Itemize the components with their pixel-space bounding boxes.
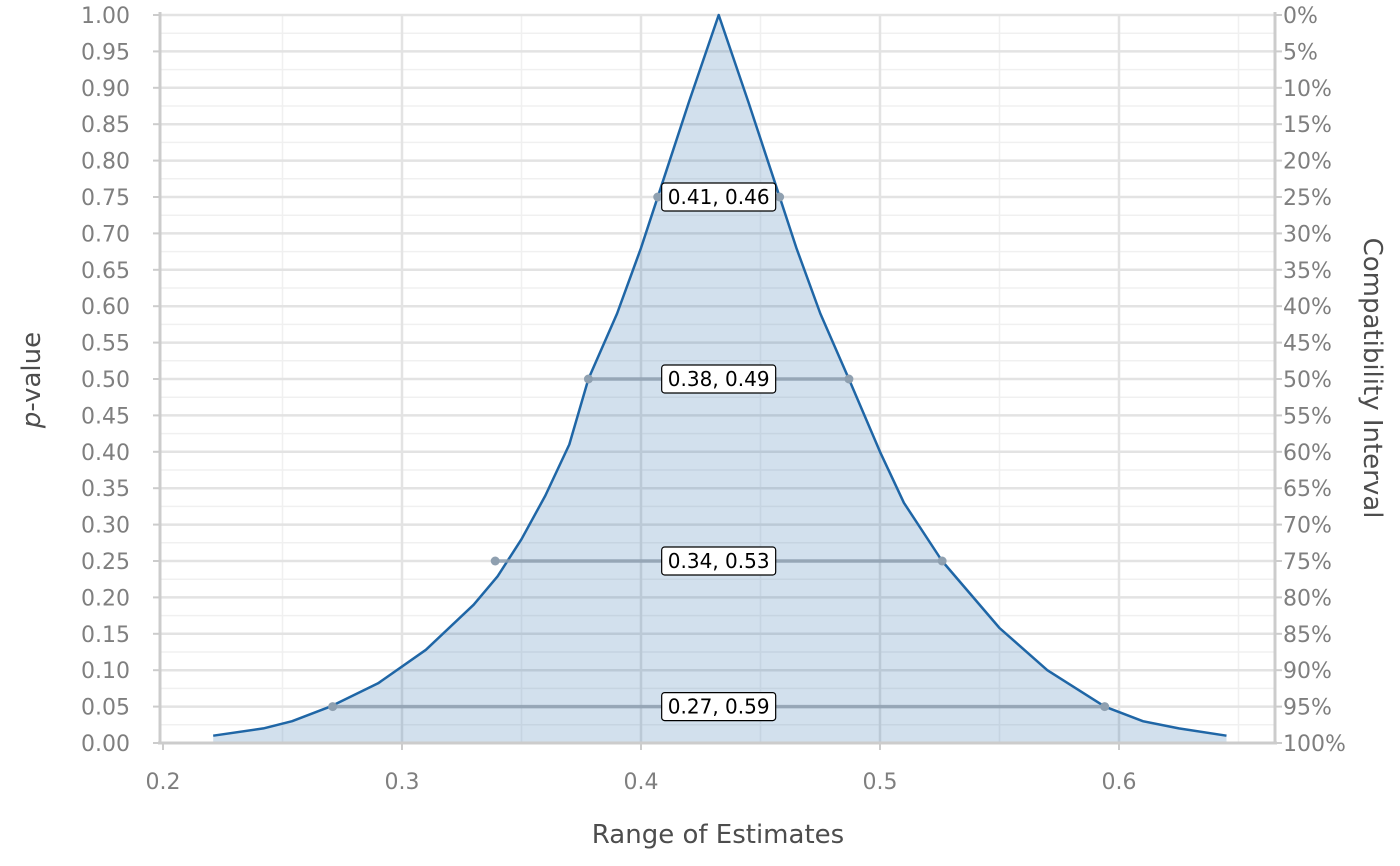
y2-tick-label: 60% xyxy=(1283,441,1332,466)
y2-tick-label: 25% xyxy=(1283,186,1332,211)
y2-tick-label: 90% xyxy=(1283,659,1332,684)
y2-tick-label: 20% xyxy=(1283,150,1332,175)
y2-tick-label: 55% xyxy=(1283,404,1332,429)
x-tick-label: 0.2 xyxy=(146,770,181,795)
y2-tick-label: 95% xyxy=(1283,696,1332,721)
y-tick-label: 0.95 xyxy=(81,40,130,65)
interval-upper-point xyxy=(1100,702,1110,712)
y-tick-label: 0.05 xyxy=(81,696,130,721)
interval-label: 0.27, 0.59 xyxy=(668,695,770,719)
x-tick-label: 0.6 xyxy=(1102,770,1137,795)
interval-lower-point xyxy=(328,702,338,712)
interval-lower-point xyxy=(653,192,663,202)
y2-tick-label: 10% xyxy=(1283,77,1332,102)
x-axis-title: Range of Estimates xyxy=(592,820,844,850)
y2-tick-label: 45% xyxy=(1283,332,1332,357)
interval-label: 0.38, 0.49 xyxy=(668,367,770,391)
x-tick-label: 0.3 xyxy=(385,770,420,795)
y2-tick-label: 70% xyxy=(1283,514,1332,539)
interval-label-box xyxy=(661,546,777,576)
y-tick-label: 0.35 xyxy=(81,477,130,502)
interval-layer: 0.41, 0.46 0.38, 0.49 0.34, 0.53 0.27, 0.59 xyxy=(328,182,1110,722)
y-tick-label: 0.75 xyxy=(81,186,130,211)
interval-upper-point xyxy=(937,556,947,566)
y2-axis-title: Compatibility Interval xyxy=(1357,238,1387,519)
y2-tick-label: 80% xyxy=(1283,586,1332,611)
interval-label-box xyxy=(661,182,777,212)
y2-tick-label: 15% xyxy=(1283,113,1332,138)
y2-tick-label: 35% xyxy=(1283,259,1332,284)
y2-tick-label: 5% xyxy=(1283,40,1318,65)
y-axis-title-rest: -value xyxy=(17,332,47,412)
y-tick-label: 0.55 xyxy=(81,332,130,357)
interval-upper-point xyxy=(844,374,854,384)
y-tick-label: 1.00 xyxy=(81,4,130,29)
y-tick-label: 0.70 xyxy=(81,222,130,247)
interval-upper-point xyxy=(775,192,785,202)
y-axis-title: p-value xyxy=(17,332,47,429)
x-tick-label: 0.4 xyxy=(624,770,659,795)
y-axis-title-italic: p xyxy=(17,412,47,430)
y-tick-label: 0.85 xyxy=(81,113,130,138)
y-tick-label: 0.65 xyxy=(81,259,130,284)
y-tick-label: 0.30 xyxy=(81,514,130,539)
axes xyxy=(158,12,1277,745)
confidence-curve-line xyxy=(213,13,1227,737)
y-tick-label: 0.40 xyxy=(81,441,130,466)
y-tick-label: 0.10 xyxy=(81,659,130,684)
y2-tick-label: 50% xyxy=(1283,368,1332,393)
y2-tick-label: 100% xyxy=(1283,732,1346,757)
y-tick-label: 0.25 xyxy=(81,550,130,575)
x-tick-label: 0.5 xyxy=(863,770,898,795)
y2-tick-label: 75% xyxy=(1283,550,1332,575)
y-tick-label: 0.50 xyxy=(81,368,130,393)
y-tick-label: 0.45 xyxy=(81,404,130,429)
interval-label-box xyxy=(661,364,777,394)
y2-tick-label: 30% xyxy=(1283,222,1332,247)
interval-lower-point xyxy=(583,374,593,384)
y-tick-label: 0.80 xyxy=(81,150,130,175)
y2-tick-label: 40% xyxy=(1283,295,1332,320)
interval-lower-point xyxy=(490,556,500,566)
tick-labels: 1.000.950.900.850.800.750.700.650.600.55… xyxy=(81,4,1346,795)
y2-tick-label: 65% xyxy=(1283,477,1332,502)
y2-tick-label: 0% xyxy=(1283,4,1318,29)
interval-label: 0.41, 0.46 xyxy=(668,185,770,209)
y-tick-label: 0.90 xyxy=(81,77,130,102)
y2-tick-label: 85% xyxy=(1283,623,1332,648)
interval-label-box xyxy=(661,691,777,722)
y-tick-label: 0.20 xyxy=(81,586,130,611)
interval-label: 0.34, 0.53 xyxy=(668,549,770,573)
y-tick-label: 0.60 xyxy=(81,295,130,320)
y-tick-label: 0.15 xyxy=(81,623,130,648)
y-tick-label: 0.00 xyxy=(81,732,130,757)
